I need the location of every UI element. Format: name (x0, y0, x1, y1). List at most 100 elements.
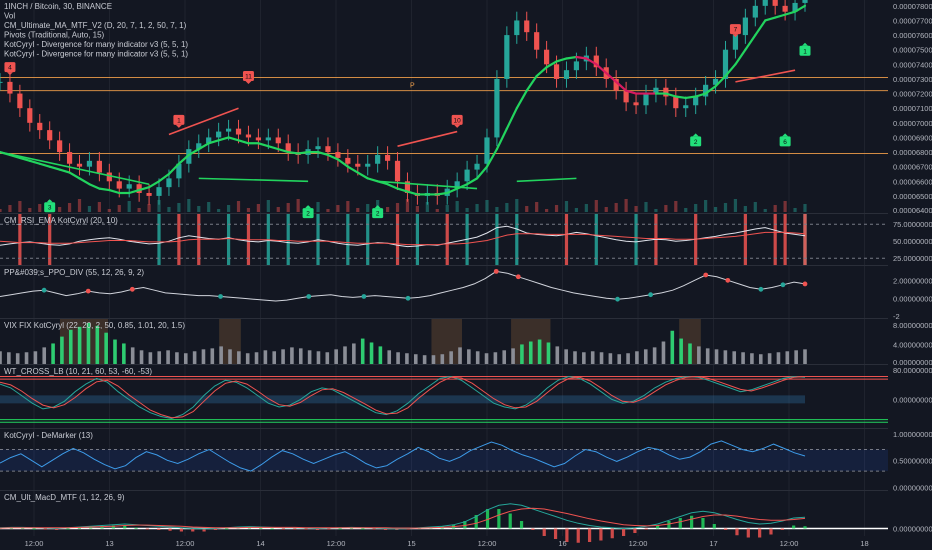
ppo-divergence-dot (648, 292, 654, 298)
y-tick-label: 0.00000000 (893, 483, 932, 492)
volume-bar (564, 201, 569, 212)
volume-bar (554, 205, 559, 212)
volume-bar (525, 206, 529, 212)
ma-line-segment (207, 139, 220, 145)
marker-arrow (374, 205, 381, 209)
y-tick-label: 0.00000000 (893, 294, 932, 303)
macd-histogram-bar (678, 518, 682, 529)
y-tick-label: 0.50000000 (893, 456, 932, 465)
candle-body (464, 169, 470, 182)
ma-line-segment (674, 95, 687, 100)
macd-histogram-bar (565, 528, 569, 542)
vix-bar (7, 352, 11, 364)
time-tick-label: 15 (407, 539, 415, 548)
vix-bar (732, 351, 737, 364)
candle-body (673, 96, 679, 109)
buy-signal-marker: 3 (44, 199, 56, 213)
ma-line-segment (714, 74, 727, 88)
vix-pane: VIX FIX KotCyryl (22, 20, 2, 50, 0.85, 1… (0, 319, 807, 364)
marker-arrow (732, 34, 739, 38)
vix-bar (502, 350, 507, 364)
macd-histogram-bar (587, 528, 592, 542)
vix-bar (643, 349, 648, 364)
vix-bar (237, 351, 241, 364)
macd-histogram-bar (508, 513, 512, 529)
legend-text: Pivots (Traditional, Auto, 15) (4, 31, 105, 40)
vix-bar (201, 349, 206, 364)
y-tick-label: -2 (893, 312, 900, 321)
candle-body (782, 5, 788, 12)
volume-bar (38, 204, 42, 212)
y-tick-label: 0.00007100 (893, 104, 932, 113)
marker-arrow (6, 72, 13, 76)
divergence-line (168, 107, 239, 136)
volume-bar (455, 201, 459, 212)
marker-box (779, 136, 791, 147)
sell-signal-marker: 4 (4, 62, 16, 76)
vix-bar (352, 343, 356, 364)
ma-line-segment (346, 165, 359, 174)
macd-line (0, 503, 806, 530)
vix-bar (617, 354, 622, 364)
vix-bar (281, 349, 285, 364)
vix-bar (608, 353, 613, 364)
vix-bar (33, 351, 38, 364)
ma-line-segment (237, 139, 250, 145)
vix-bar (652, 347, 657, 364)
vix-bar (714, 349, 719, 364)
macd-histogram-bar (724, 528, 728, 530)
y-tick-label: 25.00000000 (893, 254, 932, 263)
macd-histogram-bar (599, 528, 603, 541)
vix-bar (723, 350, 728, 364)
ma-line-segment (28, 159, 41, 165)
vix-bar (670, 330, 675, 364)
macd-histogram-bar (304, 528, 308, 530)
volume-bar (793, 208, 797, 212)
vix-bar (254, 352, 259, 364)
vix-bar (661, 341, 666, 364)
rsi-signal-bar (743, 214, 747, 265)
vix-bar (219, 346, 223, 364)
vix-bar (24, 352, 29, 364)
macd-histogram-bar (769, 528, 773, 535)
ma-line-segment (485, 148, 499, 168)
y-tick-label: 0.00006600 (893, 177, 932, 186)
candle-body (643, 93, 649, 106)
vix-bar (95, 325, 100, 364)
volume-bar (18, 201, 22, 212)
demarker-pane: KotCyryl - DeMarker (13) (0, 431, 888, 472)
vix-bar (758, 354, 763, 364)
volume-bar (445, 205, 449, 212)
vix-bar (599, 352, 604, 364)
ma-line-segment (316, 150, 330, 157)
candle-body (454, 181, 460, 189)
marker-box (242, 70, 254, 81)
rsi-signal-bar (226, 214, 231, 265)
divergence-line (198, 177, 309, 183)
ma-line-segment (724, 63, 737, 78)
marker-arrow (454, 124, 461, 128)
y-tick-label: 0.00006400 (893, 206, 932, 215)
buy-signal-marker: 2 (372, 205, 384, 219)
volume-bar (0, 209, 2, 212)
rsi-signal-bar (157, 214, 161, 265)
macd-histogram-bar (225, 528, 229, 530)
rsi-signal-bar (346, 214, 350, 265)
macd-histogram-bar (531, 528, 535, 530)
vix-bar (263, 350, 268, 364)
volume-bar (276, 207, 280, 212)
rsi-signal-bar (18, 214, 22, 265)
vix-bar (307, 350, 312, 364)
buy-signal-marker: 2 (302, 205, 314, 219)
macd-histogram-bar (474, 515, 478, 529)
macd-histogram-bar (293, 528, 297, 530)
volume-bar (366, 204, 370, 212)
marker-box (44, 202, 56, 213)
candle-body (722, 49, 729, 79)
vix-bar (555, 346, 560, 364)
marker-label: 6 (783, 139, 787, 146)
candle-body (732, 35, 739, 50)
candle-body (176, 163, 182, 179)
y-tick-label: 0.00000000 (893, 525, 932, 534)
